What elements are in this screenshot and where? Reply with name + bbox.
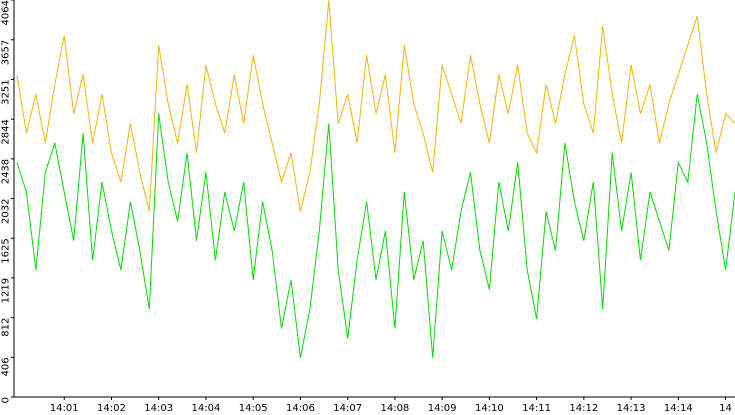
y-tick-label: 4064 [0,0,11,25]
y-tick-label: 1219 [0,278,11,303]
x-tick-label: 14:12 [569,403,598,414]
y-tick-label: 1625 [0,238,11,263]
x-tick-label: 14:09 [428,403,457,414]
x-tick-label: 14:08 [380,403,409,414]
series-line [16,94,735,358]
series-line [16,0,735,212]
y-tick-label: 0 [0,397,11,403]
y-tick-label: 2844 [0,119,11,144]
x-tick-label: 14:13 [617,403,646,414]
y-tick-label: 2438 [0,159,11,184]
x-tick-label: 14:06 [286,403,315,414]
y-tick-label: 812 [0,318,11,337]
x-tick-label: 14:07 [333,403,362,414]
y-tick-label: 3657 [0,40,11,65]
x-tick-label: 14:01 [50,403,79,414]
y-tick-label: 2032 [0,199,11,224]
x-tick-label: 14:03 [144,403,173,414]
y-tick-label: 406 [0,357,11,376]
y-tick-label: 3251 [0,79,11,104]
x-tick-label: 14:04 [192,403,221,414]
x-tick-label: 14:05 [239,403,268,414]
x-tick-label: 14 [719,403,732,414]
x-tick-label: 14:11 [522,403,551,414]
x-tick-label: 14:14 [664,403,693,414]
x-tick-label: 14:02 [97,403,126,414]
x-tick-label: 14:10 [475,403,504,414]
